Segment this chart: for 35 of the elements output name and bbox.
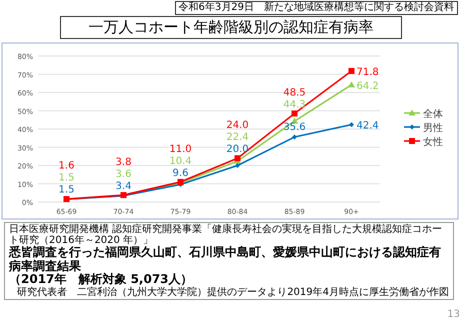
point [292, 110, 298, 116]
text: 日本医療研究開発機構 認知症研究開発事業「健康長寿社会の実現を目指した大規模認知症コホート研究（2016年～2020 年）」 [9, 224, 444, 246]
point [234, 155, 240, 162]
text: （2017年 解析対象 5,073人） [9, 272, 194, 286]
legend-label: 女性 [423, 136, 443, 148]
data-label: 48.5 [283, 87, 306, 98]
data-label: 3.4 [116, 180, 132, 192]
data-label: 11.0 [169, 144, 192, 155]
data-label: 22.4 [226, 132, 249, 144]
text: 悉皆調査を行った福岡県久山町、石川県中島町、愛媛県中山町における認知症有病率調査結果 [9, 245, 442, 273]
point [348, 81, 355, 88]
title: 一万人コホート年齢階級別の認知症有病率 [60, 16, 402, 39]
data-label: 42.4 [356, 120, 379, 132]
data-label: 9.6 [172, 168, 188, 179]
data-label: 1.5 [58, 184, 74, 196]
legend-label: 全体 [423, 108, 443, 120]
point [349, 122, 354, 128]
data-label: 3.8 [116, 156, 132, 168]
data-label: 64.2 [356, 80, 379, 92]
data-label: 71.8 [356, 66, 379, 78]
data-label: 1.6 [58, 160, 74, 172]
data-label: 1.5 [58, 172, 74, 184]
data-label: 20.0 [226, 144, 249, 156]
data-label: 44.3 [283, 99, 306, 110]
point [292, 134, 297, 140]
text: 研究代表者 二宮利治（九州大学大学院）提供のデータより2019年4月時点に厚生労働省が作図 [16, 286, 449, 298]
data-label: 10.4 [169, 156, 192, 167]
header-note: 令和6年3月29日 新たな地域医療構想等に関する検討会資料 [174, 1, 458, 15]
data-label: 3.6 [116, 168, 132, 180]
point [348, 68, 354, 74]
point [235, 163, 240, 168]
data-label: 24.0 [226, 120, 249, 132]
data-label: 35.6 [283, 122, 306, 134]
legend-label: 男性 [423, 122, 443, 134]
text: 13 [447, 309, 460, 320]
